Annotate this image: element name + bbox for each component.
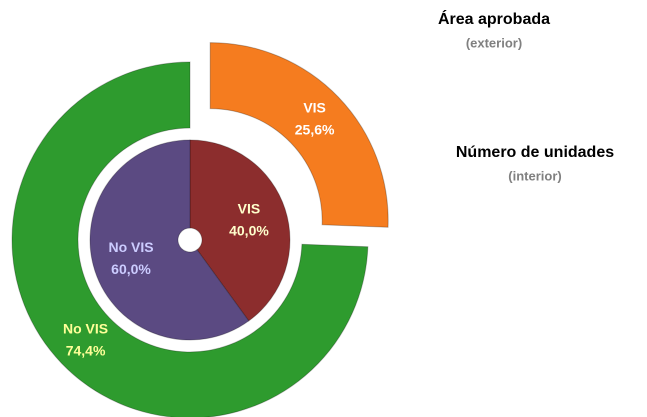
inner-subtitle: (interior) [508,168,561,183]
slice-category: No VIS [108,239,153,255]
slice-value-label: 40,0% [229,223,269,239]
slice-value-label: 74,4% [66,342,106,358]
pie-slice [189,139,291,322]
slice-value-label: 60,0% [111,261,151,277]
outer-title: Área aprobada [438,9,550,28]
donut-slice [209,42,389,228]
pie-slice [89,139,250,341]
inner-title: Número de unidades [456,144,614,161]
slice-category: VIS [303,100,326,116]
slice-value-label: 25,6% [295,122,335,138]
outer-subtitle: (exterior) [466,35,522,50]
slice-category: VIS [238,201,261,217]
slice-category: No VIS [63,320,108,336]
donut-slice [11,61,369,417]
